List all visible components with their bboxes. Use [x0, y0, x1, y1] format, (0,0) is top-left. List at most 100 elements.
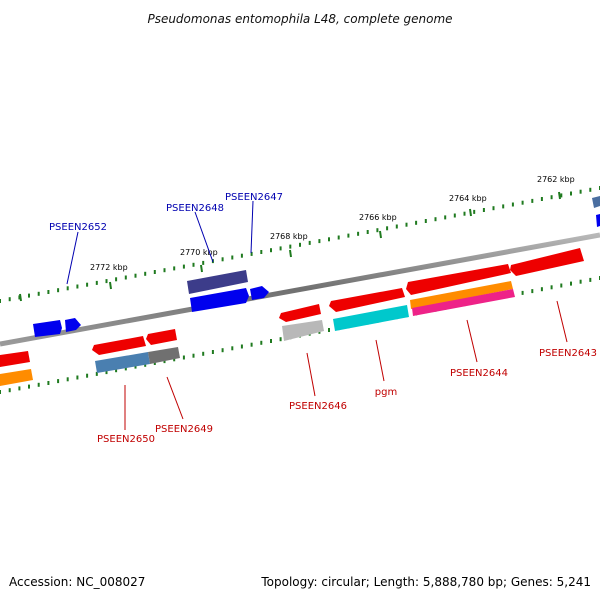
track-dot [192, 262, 195, 267]
track-dot [444, 215, 447, 220]
track-dot [521, 200, 524, 205]
track-dot [337, 235, 340, 240]
track-dot [540, 197, 543, 201]
callout-line [250, 200, 254, 254]
track-dot [347, 233, 350, 238]
gene-arrow[interactable] [412, 289, 515, 316]
track-dot [531, 198, 534, 203]
gene-label-pseen2648[interactable]: PSEEN2648 [166, 203, 224, 214]
track-dot [0, 390, 1, 394]
track-dot [376, 228, 379, 233]
track-dot [47, 290, 50, 294]
track-dot [357, 231, 360, 236]
gene-label-pseen2650[interactable]: PSEEN2650 [97, 434, 155, 445]
track-dot [173, 266, 176, 271]
gene-arrow[interactable] [510, 248, 584, 276]
tick-label: 2772 kbp [90, 263, 128, 272]
tick-marks [19, 191, 561, 302]
track-dot [28, 293, 30, 298]
callout-line [194, 211, 214, 263]
gene-arrow[interactable] [596, 214, 600, 227]
tick-label: 2768 kbp [270, 232, 308, 241]
track-dot [424, 219, 427, 223]
gene-labels: PSEEN2643 PSEEN2644 pgm PSEEN2646 PSEEN2… [49, 192, 597, 445]
tick-mark [19, 293, 22, 302]
gene-arrow[interactable] [0, 369, 33, 386]
track-dot [95, 371, 98, 376]
map-title: Pseudomonas entomophila L48, complete ge… [147, 12, 452, 26]
callout-line [466, 319, 478, 363]
track-dot [318, 239, 321, 244]
gene-label-pseen2643[interactable]: PSEEN2643 [539, 348, 597, 359]
track-dot [134, 364, 137, 369]
gene-arrow[interactable] [95, 352, 150, 373]
track-dot [260, 250, 263, 254]
gene-arrow[interactable] [65, 318, 81, 332]
track-dot [202, 351, 205, 356]
tick-labels: 2762 kbp 2764 kbp 2766 kbp 2768 kbp 2770… [90, 175, 575, 272]
track-dot [37, 382, 40, 387]
outer-track-dots [0, 186, 600, 303]
gene-arrow[interactable] [333, 305, 409, 331]
track-dot [589, 187, 592, 192]
track-dot [115, 368, 118, 373]
gene-arrow[interactable] [406, 264, 511, 295]
gene-arrow[interactable] [0, 351, 30, 367]
gene-label-pseen2649[interactable]: PSEEN2649 [155, 424, 213, 435]
track-dot [279, 246, 282, 251]
callout-line [375, 339, 385, 382]
forward-genes [33, 196, 600, 337]
gene-arrow[interactable] [282, 320, 324, 341]
track-dot [182, 264, 185, 269]
track-dot [270, 248, 272, 253]
gene-arrow[interactable] [92, 336, 146, 355]
gene-arrow[interactable] [329, 288, 405, 312]
gene-label-pseen2646[interactable]: PSEEN2646 [289, 401, 347, 412]
track-dot [231, 255, 234, 260]
tick-mark [109, 281, 112, 290]
track-dot [405, 222, 408, 227]
gene-arrow[interactable] [279, 304, 321, 322]
track-dot [144, 271, 147, 276]
gene-arrow[interactable] [146, 329, 177, 345]
tick-label: 2770 kbp [180, 248, 218, 257]
accession-text: Accession: NC_008027 [9, 575, 145, 589]
track-dot [28, 384, 30, 389]
track-dot [76, 284, 79, 289]
track-dot [153, 270, 156, 274]
track-dot [240, 344, 243, 349]
track-dot [482, 208, 485, 212]
track-dot [124, 275, 127, 280]
track-dot [511, 202, 514, 207]
track-dot [173, 357, 176, 362]
genome-backbone [0, 232, 600, 347]
tick-label: 2766 kbp [359, 213, 397, 222]
gene-arrow[interactable] [410, 281, 513, 309]
tick-mark [289, 249, 292, 258]
track-dot [289, 244, 292, 249]
track-dot [570, 191, 572, 196]
gene-arrow[interactable] [190, 288, 249, 312]
gene-arrow[interactable] [148, 347, 180, 364]
gene-label-pseen2644[interactable]: PSEEN2644 [450, 368, 508, 379]
gene-arrow[interactable] [592, 196, 600, 208]
track-dot [221, 348, 224, 353]
track-dot [221, 257, 224, 262]
tick-label: 2764 kbp [449, 194, 487, 203]
gene-arrow[interactable] [250, 286, 269, 300]
gene-label-pseen2652[interactable]: PSEEN2652 [49, 222, 107, 233]
track-dot [47, 381, 50, 385]
track-dot [415, 220, 418, 225]
track-dot [211, 350, 214, 354]
track-dot [540, 287, 543, 292]
track-dot [18, 295, 21, 300]
gene-arrow[interactable] [33, 320, 62, 337]
track-dot [182, 355, 185, 360]
track-dot [521, 290, 524, 295]
gene-label-pseen2647[interactable]: PSEEN2647 [225, 192, 283, 203]
track-dot [163, 359, 166, 364]
gene-arrow[interactable] [187, 270, 248, 294]
gene-label-pgm[interactable]: pgm [375, 387, 397, 398]
track-dot [570, 281, 572, 286]
